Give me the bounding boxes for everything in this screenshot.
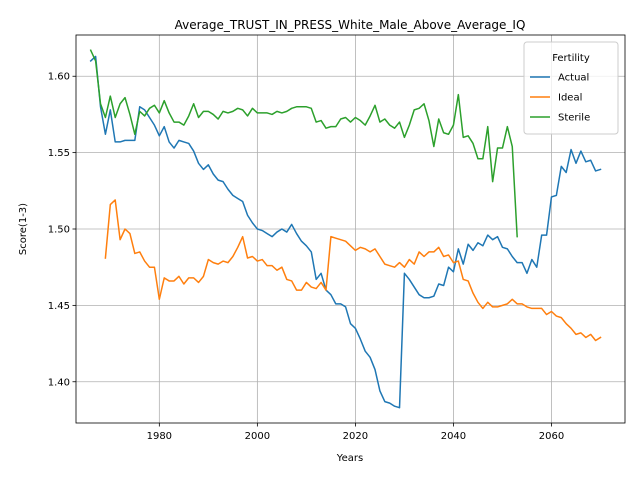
series-lines bbox=[89, 49, 602, 409]
series-line-ideal bbox=[104, 199, 602, 342]
y-tick-label: 1.40 bbox=[48, 377, 70, 388]
x-tick-label: 2060 bbox=[539, 431, 564, 442]
chart-title: Average_TRUST_IN_PRESS_White_Male_Above_… bbox=[175, 18, 526, 32]
y-tick-label: 1.55 bbox=[48, 148, 70, 159]
y-tick-label: 1.45 bbox=[48, 301, 70, 312]
y-axis-ticks: 1.40 1.45 1.50 1.55 1.60 bbox=[48, 72, 76, 388]
y-tick-label: 1.60 bbox=[48, 72, 70, 83]
legend-title: Fertility bbox=[552, 53, 590, 64]
y-tick-label: 1.50 bbox=[48, 225, 70, 236]
legend-label-actual: Actual bbox=[558, 73, 589, 84]
y-axis-label: Score(1-3) bbox=[18, 203, 29, 255]
legend-label-sterile: Sterile bbox=[558, 113, 590, 124]
series-line-sterile bbox=[89, 49, 518, 238]
legend-label-ideal: Ideal bbox=[558, 93, 582, 104]
x-axis-label: Years bbox=[336, 453, 363, 464]
x-tick-label: 2020 bbox=[343, 431, 368, 442]
legend: Fertility Actual Ideal Sterile bbox=[523, 41, 619, 135]
x-axis-ticks: 1980 2000 2020 2040 2060 bbox=[147, 423, 564, 442]
series-line-actual bbox=[89, 55, 602, 409]
legend-entries: Actual Ideal Sterile bbox=[530, 73, 590, 124]
x-tick-label: 2040 bbox=[441, 431, 466, 442]
x-tick-label: 2000 bbox=[245, 431, 270, 442]
legend-box bbox=[523, 41, 619, 135]
x-tick-label: 1980 bbox=[147, 431, 172, 442]
